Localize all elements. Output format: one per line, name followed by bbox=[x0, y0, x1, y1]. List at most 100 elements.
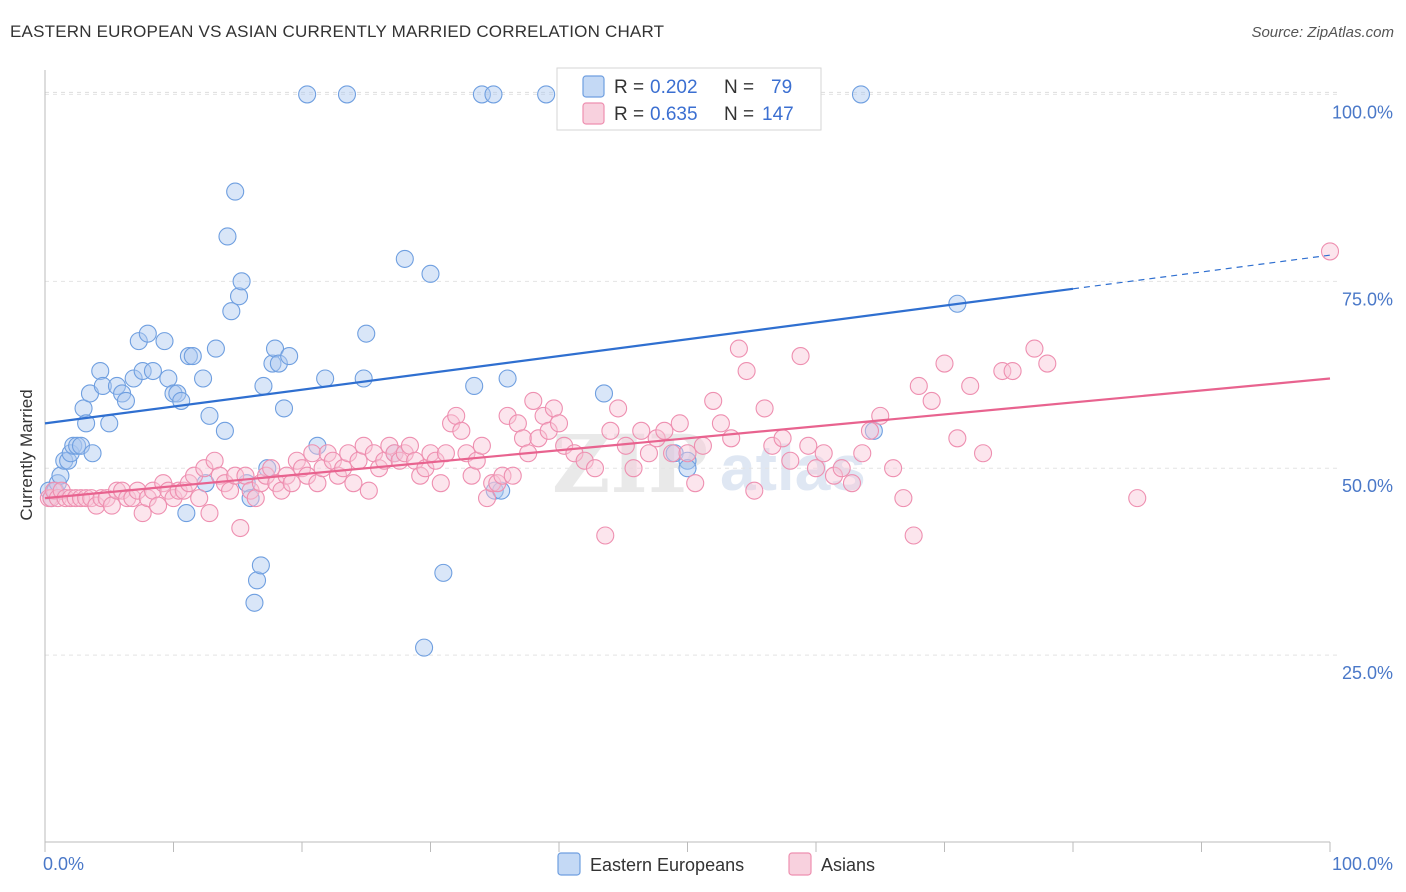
point-asian bbox=[195, 459, 214, 478]
x-tick-label-min: 0.0% bbox=[43, 854, 84, 874]
point-eastern-european bbox=[138, 324, 157, 343]
data-points bbox=[39, 85, 1340, 657]
bottom-legend-swatch-asians bbox=[788, 852, 812, 876]
point-eastern-european bbox=[133, 361, 152, 381]
point-eastern-european bbox=[247, 571, 267, 590]
point-asian bbox=[806, 459, 826, 478]
point-asian bbox=[1038, 354, 1057, 373]
point-eastern-european bbox=[594, 384, 614, 403]
legend-swatch-asians bbox=[582, 102, 605, 125]
point-eastern-european bbox=[465, 376, 484, 396]
point-eastern-european bbox=[245, 593, 264, 612]
legend-swatch-eastern-europeans bbox=[582, 75, 605, 98]
trend-line-asians bbox=[44, 377, 1331, 500]
point-eastern-european bbox=[678, 459, 697, 478]
legend-r-label-1: R = bbox=[614, 77, 644, 98]
point-asian bbox=[431, 474, 450, 493]
point-eastern-european bbox=[851, 85, 871, 104]
point-asian bbox=[755, 399, 774, 418]
point-eastern-european bbox=[129, 332, 148, 351]
point-asian bbox=[524, 391, 543, 410]
point-asian bbox=[503, 466, 522, 485]
point-asian bbox=[1003, 361, 1022, 381]
point-eastern-european bbox=[177, 504, 196, 523]
point-asian bbox=[1320, 242, 1340, 261]
trend-lines bbox=[44, 254, 1331, 500]
point-eastern-european bbox=[206, 339, 225, 358]
correlation-legend: R = 0.202 N = 79 R = 0.635 N = 147 bbox=[556, 67, 822, 131]
source-attribution: Source: ZipAtlas.com bbox=[1251, 24, 1394, 41]
point-asian bbox=[61, 489, 80, 508]
point-eastern-european bbox=[215, 421, 234, 440]
point-asian bbox=[884, 459, 903, 478]
point-asian bbox=[722, 429, 741, 448]
watermark: ZIP atlas bbox=[552, 417, 866, 511]
point-eastern-european bbox=[251, 556, 270, 575]
point-asian bbox=[745, 481, 764, 500]
point-eastern-european bbox=[179, 347, 198, 366]
bottom-legend-eastern-europeans: Eastern Europeans bbox=[590, 855, 744, 875]
point-asian bbox=[639, 444, 659, 463]
point-eastern-european bbox=[200, 406, 219, 425]
point-asian bbox=[737, 361, 756, 381]
point-eastern-european bbox=[68, 436, 87, 455]
point-eastern-european bbox=[183, 347, 202, 366]
point-eastern-european bbox=[265, 339, 285, 358]
legend-n-label-2: N = bbox=[724, 104, 754, 125]
point-eastern-european bbox=[55, 451, 74, 470]
trend-line-extension bbox=[1072, 254, 1331, 290]
point-asian bbox=[483, 474, 502, 493]
point-asian bbox=[303, 444, 322, 463]
chart-title: EASTERN EUROPEAN VS ASIAN CURRENTLY MARR… bbox=[10, 22, 665, 41]
point-eastern-european bbox=[218, 227, 237, 246]
point-asian bbox=[842, 474, 862, 493]
point-asian bbox=[655, 421, 674, 440]
point-eastern-european bbox=[64, 436, 83, 455]
point-eastern-european bbox=[498, 369, 517, 388]
point-eastern-european bbox=[263, 354, 282, 373]
series-asians bbox=[39, 242, 1340, 545]
point-asian bbox=[1025, 339, 1044, 358]
point-asian bbox=[596, 526, 615, 545]
point-asian bbox=[973, 444, 993, 463]
point-asian bbox=[781, 451, 800, 470]
point-eastern-european bbox=[229, 287, 249, 306]
point-asian bbox=[298, 466, 317, 485]
y-tick-label: 50.0% bbox=[1342, 476, 1393, 496]
legend-r-value-1: 0.202 bbox=[650, 77, 698, 98]
point-asian bbox=[200, 504, 219, 523]
point-asian bbox=[894, 489, 913, 508]
point-asian bbox=[704, 391, 723, 410]
point-asian bbox=[904, 526, 923, 545]
point-eastern-european bbox=[484, 85, 503, 104]
point-asian bbox=[1128, 489, 1147, 508]
point-asian bbox=[909, 376, 928, 396]
point-eastern-european bbox=[226, 182, 245, 201]
point-eastern-european bbox=[83, 444, 102, 463]
point-asian bbox=[791, 347, 810, 366]
point-asian bbox=[961, 376, 980, 396]
point-asian bbox=[359, 481, 378, 500]
point-asian bbox=[190, 489, 209, 508]
point-asian bbox=[670, 414, 689, 433]
point-eastern-european bbox=[357, 324, 376, 343]
point-eastern-european bbox=[164, 384, 183, 403]
point-asian bbox=[282, 474, 301, 493]
x-tick-label-max: 100.0% bbox=[1332, 854, 1393, 874]
point-eastern-european bbox=[143, 361, 162, 381]
point-asian bbox=[824, 466, 844, 485]
y-tick-label: 25.0% bbox=[1342, 663, 1393, 683]
y-tick-label: 100.0% bbox=[1332, 102, 1393, 122]
point-asian bbox=[763, 436, 782, 455]
trend-line-eastern-europeans bbox=[44, 287, 1074, 425]
point-asian bbox=[498, 406, 517, 425]
point-eastern-european bbox=[280, 347, 299, 366]
point-asian bbox=[678, 444, 697, 463]
point-asian bbox=[729, 339, 748, 358]
point-eastern-european bbox=[395, 249, 414, 268]
point-asian bbox=[344, 474, 363, 493]
point-asian bbox=[472, 436, 491, 455]
point-eastern-european bbox=[485, 481, 504, 500]
point-eastern-european bbox=[354, 369, 373, 388]
